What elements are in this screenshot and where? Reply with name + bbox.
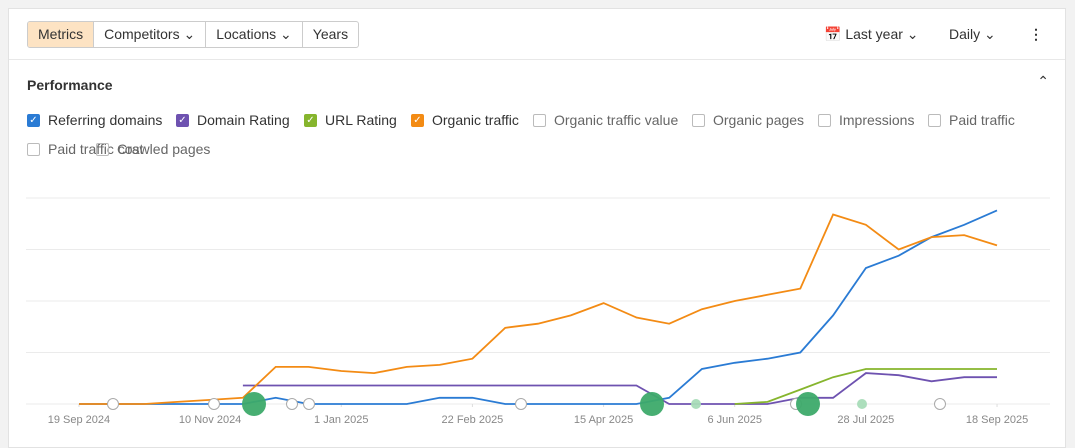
update-marker: [857, 399, 867, 409]
metric-label: Impressions: [839, 112, 915, 128]
x-tick-label: 28 Jul 2025: [837, 414, 894, 426]
series-line: [734, 368, 997, 405]
checkbox: [928, 113, 941, 127]
checkbox: [533, 113, 546, 127]
checkbox: [692, 113, 705, 127]
checkbox: ✓: [304, 113, 317, 127]
tab[interactable]: Metrics: [28, 22, 95, 47]
period-select[interactable]: 📅 Last year ⌄: [824, 26, 919, 42]
x-tick-label: 10 Nov 2024: [179, 414, 241, 426]
metric-label: Referring domains: [48, 112, 163, 128]
metric-label: Organic traffic value: [554, 112, 679, 128]
tab-label: Years: [312, 26, 349, 42]
tab-label: Locations: [216, 26, 277, 42]
series-line: [242, 372, 997, 405]
update-marker: [796, 392, 820, 416]
x-tick-label: 18 Sep 2025: [966, 414, 1028, 426]
checkbox: ✓: [176, 113, 189, 127]
annotation-marker: [934, 398, 946, 410]
divider: [9, 59, 1065, 60]
update-marker: [640, 392, 664, 416]
tab[interactable]: Locations ⌄: [206, 22, 303, 47]
x-tick-label: 15 Apr 2025: [574, 414, 633, 426]
metric-checkbox[interactable]: ✓ Domain Rating: [176, 112, 290, 128]
metric-label: Crawled pages: [117, 141, 211, 157]
metric-checkbox[interactable]: Paid traffic cost: [27, 141, 143, 157]
metric-label: Paid traffic: [949, 112, 1015, 128]
tab[interactable]: Competitors ⌄: [94, 22, 207, 47]
metric-label: Organic pages: [713, 112, 805, 128]
metric-checkbox[interactable]: ✓ Referring domains: [27, 112, 162, 128]
card: Metrics Competitors ⌄ Locations ⌄ Years 📅 L…: [8, 8, 1066, 448]
x-tick-label: 6 Jun 2025: [708, 414, 762, 426]
x-tick-label: 1 Jan 2025: [314, 414, 368, 426]
annotation-marker: [515, 398, 527, 410]
tab-label: Metrics: [38, 26, 84, 42]
metric-label: Paid traffic cost: [48, 141, 144, 157]
checkbox: [27, 142, 40, 156]
x-tick-label: 22 Feb 2025: [442, 414, 504, 426]
metric-checkbox[interactable]: Organic pages: [692, 112, 804, 128]
series-line: [79, 209, 998, 405]
checkbox: ✓: [411, 113, 424, 127]
annotation-marker: [303, 398, 315, 410]
update-marker: [242, 392, 266, 416]
metric-checkbox[interactable]: Crawled pages: [96, 141, 210, 157]
annotation-marker: [208, 398, 220, 410]
annotation-marker: [107, 398, 119, 410]
period-label: Last year: [845, 26, 903, 42]
metric-label: Organic traffic: [432, 112, 519, 128]
metric-checkbox[interactable]: Paid traffic: [928, 112, 1015, 128]
section-title: Performance: [27, 77, 113, 93]
more-menu[interactable]: ⋮: [1029, 26, 1043, 42]
metric-label: URL Rating: [325, 112, 397, 128]
interval-label: Daily: [949, 26, 981, 42]
interval-select[interactable]: Daily ⌄: [949, 26, 996, 42]
checkbox: [818, 113, 831, 127]
tab-group: Metrics Competitors ⌄ Locations ⌄ Years: [27, 21, 360, 48]
metric-checkbox[interactable]: Organic traffic value: [533, 112, 678, 128]
checkbox: [96, 142, 109, 156]
tab[interactable]: Years: [303, 22, 358, 47]
metric-checkbox[interactable]: Impressions: [818, 112, 914, 128]
tab-label: Competitors: [104, 26, 180, 42]
update-marker: [691, 399, 701, 409]
collapse-button[interactable]: ⌃: [1037, 73, 1049, 89]
metric-checkbox[interactable]: ✓ URL Rating: [304, 112, 397, 128]
x-tick-label: 19 Sep 2024: [48, 414, 110, 426]
checkbox: ✓: [27, 113, 40, 127]
metric-checkbox[interactable]: ✓ Organic traffic: [411, 112, 519, 128]
series-line: [79, 213, 998, 405]
annotation-marker: [286, 398, 298, 410]
metric-label: Domain Rating: [197, 112, 290, 128]
